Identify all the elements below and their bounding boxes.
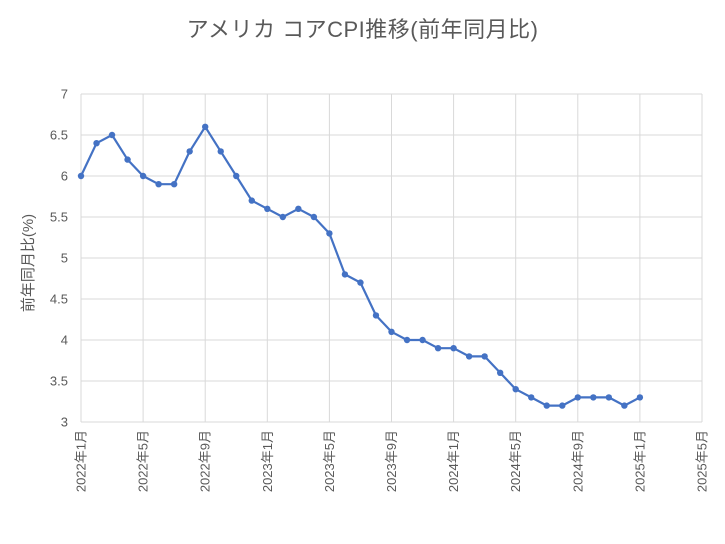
y-tick-label: 7 bbox=[61, 87, 68, 102]
cpi-data-point bbox=[434, 345, 442, 352]
cpi-data-point bbox=[559, 402, 566, 409]
cpi-data-point bbox=[403, 336, 411, 344]
cpi-data-point bbox=[93, 140, 100, 147]
y-tick-label: 4 bbox=[61, 333, 68, 348]
cpi-data-point bbox=[372, 312, 380, 319]
cpi-data-point bbox=[605, 394, 613, 401]
cpi-data-point bbox=[310, 213, 318, 221]
cpi-data-point bbox=[419, 336, 426, 344]
y-tick-label: 5.5 bbox=[50, 210, 68, 225]
cpi-data-point bbox=[496, 369, 504, 376]
cpi-data-point bbox=[186, 148, 193, 155]
cpi-data-point bbox=[388, 328, 395, 335]
x-tick-label: 2023年1月 bbox=[260, 430, 275, 492]
cpi-data-point bbox=[512, 386, 519, 393]
y-tick-label: 3.5 bbox=[50, 374, 68, 389]
cpi-data-point bbox=[248, 197, 255, 204]
cpi-data-point bbox=[77, 172, 85, 180]
x-tick-label: 2024年5月 bbox=[508, 430, 523, 492]
cpi-data-line bbox=[79, 125, 642, 407]
y-tick-label: 5 bbox=[61, 251, 68, 266]
y-tick-label: 6 bbox=[61, 169, 68, 184]
cpi-data-point bbox=[295, 205, 302, 212]
cpi-data-point bbox=[264, 205, 271, 212]
x-tick-label: 2023年9月 bbox=[384, 430, 399, 492]
x-tick-label: 2025年1月 bbox=[632, 430, 647, 492]
cpi-data-point bbox=[202, 123, 209, 130]
x-tick-label: 2023年5月 bbox=[322, 430, 337, 492]
x-tick-label: 2022年5月 bbox=[136, 430, 151, 492]
cpi-data-point bbox=[450, 345, 457, 352]
cpi-data-point bbox=[636, 394, 644, 401]
cpi-data-point bbox=[124, 156, 131, 163]
cpi-data-point bbox=[170, 181, 178, 188]
x-tick-label: 2022年1月 bbox=[74, 430, 89, 492]
x-tick-label: 2024年1月 bbox=[446, 430, 461, 492]
cpi-data-point bbox=[139, 172, 147, 180]
cpi-data-point bbox=[326, 230, 333, 237]
cpi-data-point bbox=[233, 172, 240, 180]
x-tick-label: 2025年5月 bbox=[695, 430, 710, 492]
y-tick-label: 6.5 bbox=[50, 128, 68, 143]
cpi-data-point bbox=[528, 394, 535, 401]
y-tick-label: 3 bbox=[61, 415, 68, 430]
cpi-data-point bbox=[481, 353, 488, 360]
x-tick-label: 2022年9月 bbox=[198, 430, 213, 492]
cpi-data-point bbox=[621, 402, 628, 409]
cpi-data-point bbox=[217, 148, 224, 155]
cpi-data-point bbox=[357, 279, 364, 286]
cpi-data-point bbox=[155, 181, 162, 188]
x-tick-label: 2024年9月 bbox=[570, 430, 585, 492]
cpi-data-point bbox=[279, 213, 287, 221]
cpi-data-point bbox=[590, 394, 597, 401]
y-tick-label: 4.5 bbox=[50, 292, 68, 307]
cpi-data-point bbox=[465, 353, 473, 360]
cpi-data-point bbox=[341, 271, 349, 278]
cpi-data-point bbox=[574, 394, 581, 401]
cpi-data-point bbox=[543, 402, 550, 409]
cpi-data-point bbox=[108, 131, 116, 139]
chart-title: アメリカ コアCPI推移(前年同月比) bbox=[186, 17, 539, 42]
